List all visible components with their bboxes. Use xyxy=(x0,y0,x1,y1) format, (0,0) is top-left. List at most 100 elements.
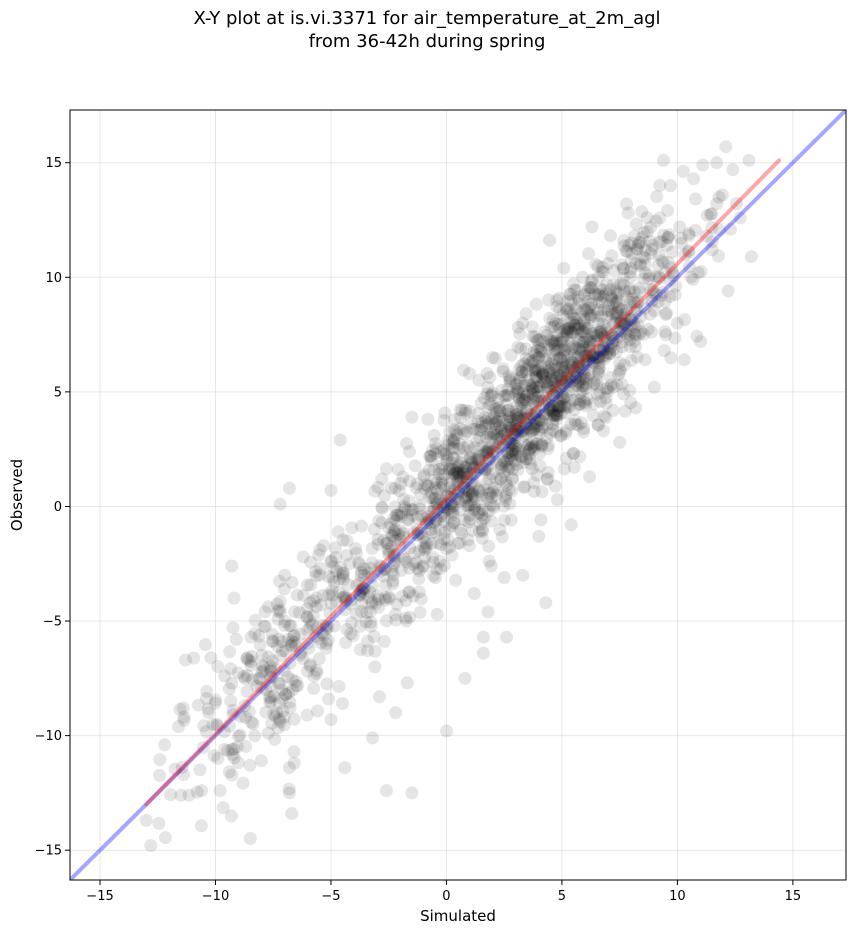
data-point xyxy=(287,756,301,770)
data-point xyxy=(449,425,463,439)
data-point xyxy=(244,715,258,729)
data-point xyxy=(340,548,354,562)
data-point xyxy=(572,342,586,356)
data-point xyxy=(447,435,461,448)
data-point xyxy=(502,449,515,463)
data-point xyxy=(493,523,507,537)
data-point xyxy=(221,744,235,758)
data-point xyxy=(306,609,320,623)
data-point xyxy=(300,708,314,722)
data-point xyxy=(509,408,523,422)
data-point xyxy=(542,338,556,352)
data-point xyxy=(591,317,605,331)
data-point xyxy=(510,458,524,472)
data-point xyxy=(614,316,628,330)
data-point xyxy=(282,619,296,633)
data-point xyxy=(548,316,562,330)
data-point xyxy=(617,358,631,372)
data-point xyxy=(658,266,672,280)
data-point xyxy=(620,302,634,316)
data-point xyxy=(278,568,292,582)
data-point xyxy=(532,351,546,365)
data-point xyxy=(535,370,549,384)
data-point xyxy=(541,395,555,409)
data-point xyxy=(481,427,495,441)
data-point xyxy=(225,676,239,690)
data-point xyxy=(231,740,244,754)
data-point xyxy=(423,449,437,463)
data-point xyxy=(361,634,375,648)
data-point xyxy=(611,294,625,308)
data-point xyxy=(468,502,482,516)
data-point xyxy=(394,563,408,577)
data-point xyxy=(338,603,352,617)
data-point xyxy=(655,254,669,268)
data-point xyxy=(653,178,667,192)
data-point xyxy=(325,584,339,597)
data-point xyxy=(139,813,153,827)
data-point xyxy=(258,605,272,619)
data-point xyxy=(645,295,659,308)
data-point xyxy=(519,352,533,366)
data-point xyxy=(525,462,539,476)
data-point xyxy=(257,619,271,633)
data-point xyxy=(492,419,506,433)
data-point xyxy=(546,347,560,361)
data-point xyxy=(613,317,627,331)
data-point xyxy=(502,436,516,450)
data-point xyxy=(495,459,509,473)
data-point xyxy=(213,784,227,798)
data-point xyxy=(575,379,589,393)
data-point xyxy=(567,318,581,332)
data-point xyxy=(516,455,530,469)
data-point xyxy=(566,356,580,370)
data-point xyxy=(443,481,457,495)
data-point xyxy=(663,273,677,287)
data-point xyxy=(530,437,544,450)
data-point xyxy=(508,431,522,445)
data-point xyxy=(537,369,551,383)
data-point xyxy=(273,603,286,617)
data-point xyxy=(447,467,461,480)
data-point xyxy=(417,540,431,554)
data-point xyxy=(480,387,494,401)
data-point xyxy=(499,398,513,412)
data-point xyxy=(382,521,395,534)
data-point xyxy=(595,295,609,309)
data-point xyxy=(358,582,372,595)
data-point xyxy=(497,571,511,584)
data-point xyxy=(499,488,513,501)
data-point xyxy=(522,421,536,435)
data-point xyxy=(529,363,543,377)
data-point xyxy=(644,247,658,261)
data-point xyxy=(500,478,513,492)
data-point xyxy=(314,636,328,650)
data-point xyxy=(434,562,448,576)
data-point xyxy=(700,229,713,243)
data-point xyxy=(511,424,525,438)
data-point xyxy=(416,559,430,573)
data-point xyxy=(597,340,610,354)
data-point xyxy=(580,353,594,367)
data-point xyxy=(264,665,278,678)
data-point xyxy=(529,380,543,394)
data-point xyxy=(430,496,444,510)
data-point xyxy=(389,513,403,527)
data-point xyxy=(661,256,675,270)
data-point xyxy=(443,462,457,476)
data-point xyxy=(270,597,284,611)
data-point xyxy=(244,630,258,644)
data-point xyxy=(391,527,405,541)
data-point xyxy=(559,302,573,315)
data-point xyxy=(629,242,643,256)
data-point xyxy=(472,485,486,498)
data-point xyxy=(447,515,461,529)
data-point xyxy=(508,423,522,436)
data-point xyxy=(388,553,402,567)
data-point xyxy=(628,340,642,354)
data-point xyxy=(493,410,507,424)
data-point xyxy=(495,383,509,397)
data-point xyxy=(505,484,519,498)
data-point xyxy=(385,529,398,542)
data-point xyxy=(441,434,455,448)
